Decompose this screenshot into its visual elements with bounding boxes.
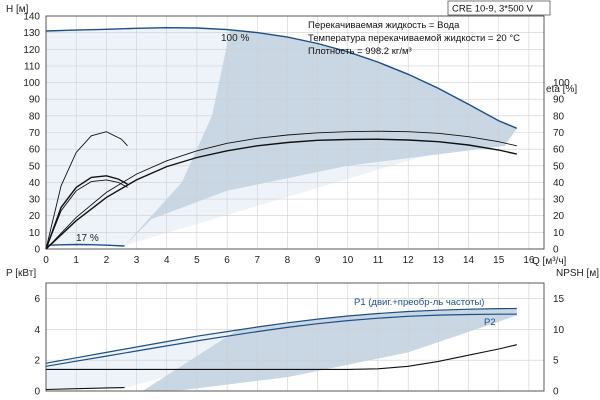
- x-tick-label: 8: [285, 255, 291, 266]
- npsh-tick-label: 0: [553, 387, 559, 398]
- h-tick-label: 140: [23, 12, 40, 23]
- x-tick-label: 0: [43, 255, 49, 266]
- eta-tick-label: 60: [553, 145, 565, 156]
- x-tick-label: 1: [73, 255, 79, 266]
- eta-axis-label: eta [%]: [546, 84, 577, 95]
- bottom-plot-frame: [45, 282, 545, 392]
- eta-curve-100-b: [45, 138, 517, 250]
- x-tick-label: 6: [224, 255, 230, 266]
- h-tick-label: 30: [29, 195, 41, 206]
- eta-curve-100-a: [45, 130, 517, 250]
- eta-tick-label: 40: [553, 178, 565, 189]
- h-tick-label: 130: [23, 28, 40, 39]
- shade-dark-top: [124, 30, 517, 246]
- eta-tick-label: 90: [553, 95, 565, 106]
- x-tick-label: 4: [164, 255, 170, 266]
- operating-range-shading: [46, 27, 517, 391]
- head-curve-17: [45, 243, 125, 247]
- x-tick-label: 12: [403, 255, 415, 266]
- eta-tick-label: 0: [553, 245, 559, 256]
- h-tick-label: 50: [29, 161, 41, 172]
- x-tick-label: 13: [433, 255, 445, 266]
- npsh-curve: [46, 344, 517, 370]
- h-tick-label: 70: [29, 128, 41, 139]
- x-tick-label: 2: [104, 255, 110, 266]
- p-axis-label: P [кВт]: [6, 268, 36, 279]
- plot-frames: [45, 15, 545, 392]
- npsh-tick-label: 15: [553, 294, 565, 305]
- eta-tick-label: 50: [553, 161, 565, 172]
- liquid-info: Перекачиваемая жидкость = Вода: [308, 20, 460, 31]
- model-label: CRE 10-9, 3*500 V: [452, 4, 533, 15]
- x-tick-label: 11: [373, 255, 384, 266]
- eta-tick-label: 20: [553, 211, 565, 222]
- eta-curve-17-a: [45, 131, 128, 250]
- density-info: Плотность = 998.2 кг/м³: [308, 46, 412, 57]
- p-curve-17: [45, 387, 125, 391]
- eta-tick-label: 10: [553, 228, 565, 239]
- npsh-tick-label: 5: [553, 356, 559, 367]
- h-axis-label: H [м]: [6, 4, 29, 15]
- eta-tick-label: 80: [553, 111, 565, 122]
- p2-curve: [45, 313, 517, 367]
- h-tick-label: 80: [29, 111, 41, 122]
- x-tick-label: 7: [254, 255, 260, 266]
- p2-label: P2: [484, 317, 496, 328]
- p-tick-label: 2: [34, 356, 40, 367]
- eta-tick-label: 30: [553, 195, 565, 206]
- h-tick-label: 10: [29, 228, 41, 239]
- p-tick-label: 4: [34, 325, 40, 336]
- top-plot-frame: [45, 15, 545, 250]
- x-tick-label: 15: [493, 255, 505, 266]
- p1-curve: [45, 307, 517, 364]
- h-tick-label: 20: [29, 211, 41, 222]
- eta-tick-label: 70: [553, 128, 565, 139]
- q-axis-label: Q [м³/ч]: [532, 256, 567, 267]
- h-tick-label: 120: [23, 45, 40, 56]
- temperature-info: Температура перекачиваемой жидкости = 20…: [308, 33, 520, 44]
- h-tick-label: 0: [34, 245, 40, 256]
- npsh-axis-label: NPSH [м]: [556, 268, 599, 279]
- model-box: [447, 0, 551, 16]
- axis-ticks: 0 1 2 3 4 5 6 7 8 9 10 11 12 13 14 15 160102030405060708…: [23, 12, 570, 398]
- x-tick-label: 5: [194, 255, 200, 266]
- h-tick-label: 60: [29, 145, 41, 156]
- x-tick-label: 16: [523, 255, 535, 266]
- eta-curve-17-c: [45, 179, 128, 250]
- h-tick-label: 90: [29, 95, 41, 106]
- speed-17-label: 17 %: [76, 233, 99, 244]
- p1-label: P1 (двиг.+преобр-ль частоты): [354, 297, 484, 308]
- x-tick-label: 3: [134, 255, 140, 266]
- eta-curve-17-b: [45, 175, 128, 250]
- x-tick-label: 14: [463, 255, 475, 266]
- curves: [45, 26, 518, 391]
- h-tick-label: 100: [23, 78, 40, 89]
- h-tick-label: 110: [24, 61, 40, 72]
- p-tick-label: 0: [34, 387, 40, 398]
- h-tick-label: 40: [29, 178, 41, 189]
- eta-tick-label: 100: [553, 78, 570, 89]
- p-tick-label: 6: [34, 294, 40, 305]
- x-tick-label: 9: [315, 255, 321, 266]
- npsh-tick-label: 10: [553, 325, 565, 336]
- speed-100-label: 100 %: [221, 33, 249, 44]
- head-curve-100: [45, 26, 518, 129]
- x-tick-label: 10: [342, 255, 354, 266]
